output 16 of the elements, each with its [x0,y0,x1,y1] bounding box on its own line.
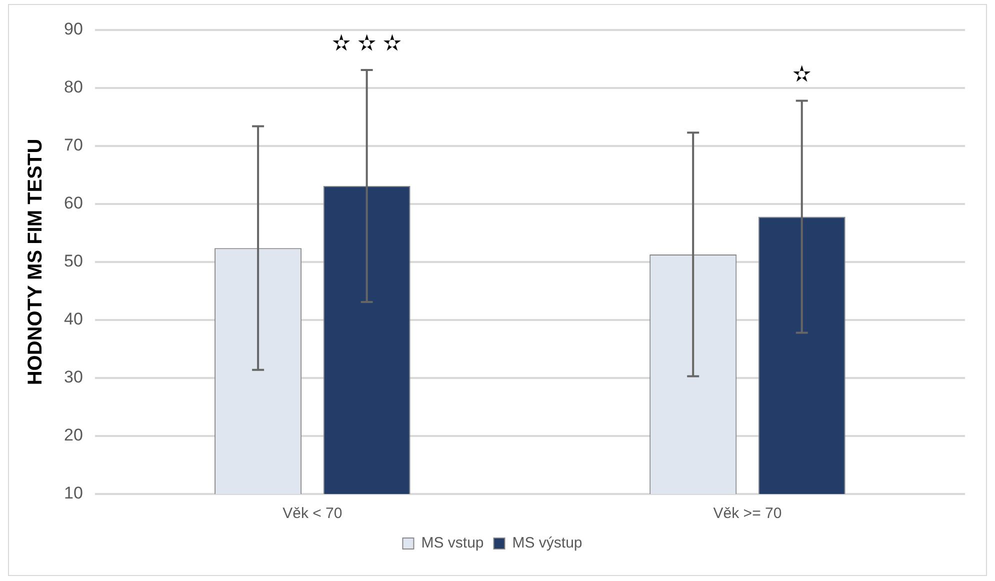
x-tick-label: Věk < 70 [282,505,342,522]
y-tick-label: 50 [64,252,83,271]
y-axis-title: HODNOTY MS FIM TESTU [24,138,47,386]
y-tick-label: 20 [64,426,83,445]
legend-label: MS výstup [512,534,582,552]
y-tick-label: 80 [64,78,83,97]
y-tick-label: 70 [64,136,83,155]
y-tick-label: 90 [64,20,83,39]
y-tick-label: 30 [64,368,83,387]
x-tick-label: Věk >= 70 [713,505,782,522]
y-tick-label: 60 [64,194,83,213]
y-tick-label: 10 [64,484,83,503]
y-tick-label: 40 [64,310,83,329]
legend-label: MS vstup [421,534,484,552]
annotation: ✫ [792,62,812,88]
annotation: ✫ ✫ ✫ [332,32,402,57]
